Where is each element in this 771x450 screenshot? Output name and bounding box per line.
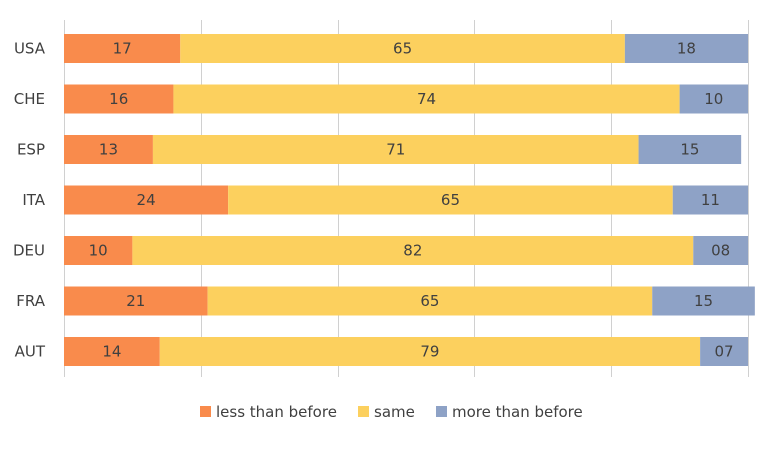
bar-ita-series-2 (672, 185, 748, 215)
bar-usa-series-0 (64, 34, 181, 63)
bars: 17 65 18 16 74 10 13 71 15 24 65 11 10 82 08 21 65 15 14 79… (64, 34, 755, 366)
category-label-usa: USA (14, 40, 46, 58)
bar-ita-series-0 (64, 185, 229, 215)
category-labels: USA CHE ESP ITA DEU FRA AUT (13, 40, 46, 361)
category-label-fra: FRA (16, 292, 45, 310)
bar-deu-series-0 (64, 236, 133, 265)
bar-fra-series-1 (207, 286, 653, 316)
bar-ita-series-1 (228, 185, 673, 215)
legend-label-1: same (374, 403, 415, 421)
bar-esp-series-0 (64, 135, 153, 164)
bar-fra-series-0 (64, 286, 208, 316)
bar-deu-series-2 (693, 236, 748, 265)
data-label-ita-series-0: 24 (137, 191, 156, 209)
bar-che-series-1 (173, 84, 680, 114)
legend-swatch-2 (436, 406, 447, 417)
data-label-deu-series-2: 08 (711, 242, 730, 260)
bar-aut-series-0 (64, 337, 160, 366)
legend-label-0: less than before (216, 403, 337, 421)
bar-esp-series-1 (152, 135, 639, 164)
data-label-usa-series-2: 18 (677, 40, 696, 58)
data-label-fra-series-2: 15 (694, 292, 713, 310)
data-label-aut-series-2: 07 (715, 343, 734, 361)
legend: less than before same more than before (200, 403, 583, 421)
legend-swatch-0 (200, 406, 211, 417)
bar-che-series-2 (679, 84, 748, 114)
bar-fra-series-2 (652, 286, 755, 316)
category-label-deu: DEU (13, 242, 45, 260)
bar-deu-series-1 (132, 236, 694, 265)
bar-aut-series-2 (700, 337, 748, 366)
category-label-esp: ESP (17, 141, 45, 159)
data-label-deu-series-0: 10 (89, 242, 108, 260)
category-label-che: CHE (14, 90, 45, 108)
legend-swatch-1 (358, 406, 369, 417)
data-label-che-series-2: 10 (704, 90, 723, 108)
data-label-aut-series-1: 79 (420, 343, 439, 361)
data-label-usa-series-1: 65 (393, 40, 412, 58)
data-label-fra-series-1: 65 (420, 292, 439, 310)
bar-esp-series-2 (638, 135, 742, 164)
data-label-che-series-1: 74 (417, 90, 436, 108)
data-label-aut-series-0: 14 (102, 343, 121, 361)
category-label-ita: ITA (22, 191, 45, 209)
bar-usa-series-2 (624, 34, 748, 63)
data-label-ita-series-2: 11 (701, 191, 720, 209)
data-label-ita-series-1: 65 (441, 191, 460, 209)
data-label-esp-series-0: 13 (99, 141, 118, 159)
data-label-esp-series-1: 71 (386, 141, 405, 159)
data-label-fra-series-0: 21 (126, 292, 145, 310)
data-label-usa-series-0: 17 (113, 40, 132, 58)
data-label-deu-series-1: 82 (403, 242, 422, 260)
legend-label-2: more than before (452, 403, 583, 421)
bar-che-series-0 (64, 84, 174, 114)
data-label-esp-series-2: 15 (680, 141, 699, 159)
bar-usa-series-1 (180, 34, 625, 63)
category-label-aut: AUT (15, 343, 46, 361)
data-label-che-series-0: 16 (109, 90, 128, 108)
bar-aut-series-1 (159, 337, 701, 366)
